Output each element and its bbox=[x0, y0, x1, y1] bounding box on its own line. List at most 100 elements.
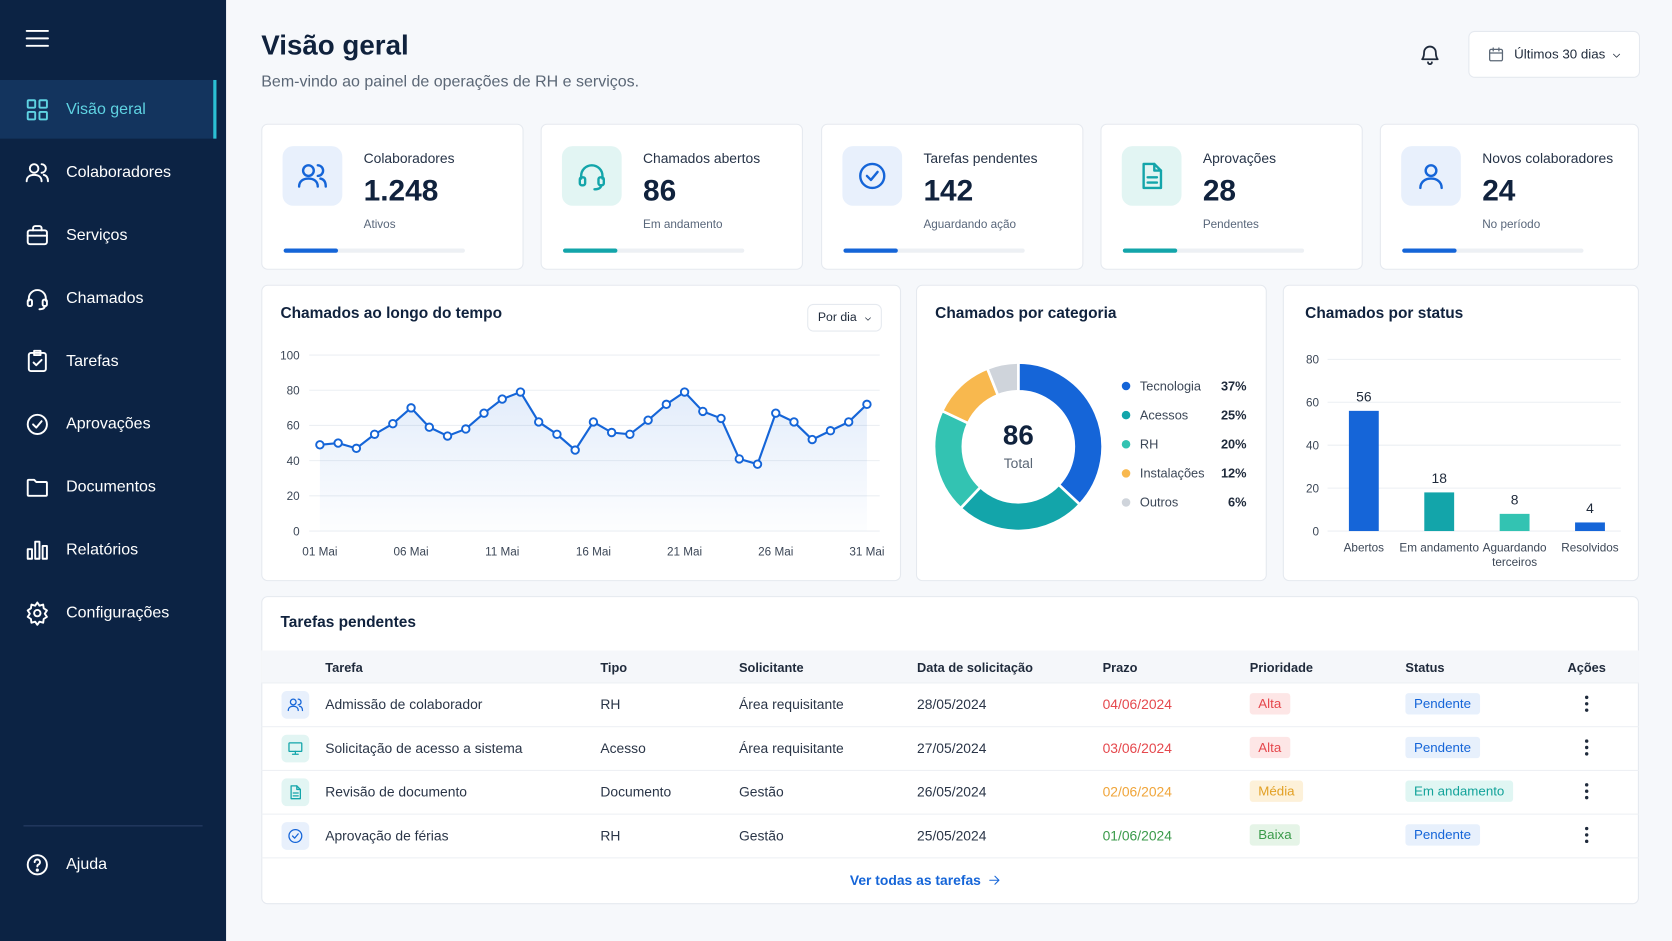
chart-title: Chamados ao longo do tempo bbox=[280, 304, 503, 323]
table-cell: Aprovação de férias bbox=[325, 827, 449, 844]
donut-chart-card bbox=[915, 284, 1267, 582]
table-cell: 27/05/2024 bbox=[917, 740, 987, 757]
nav-label: Serviços bbox=[66, 226, 128, 245]
nav-item[interactable]: Configurações bbox=[0, 583, 213, 642]
table-cell: 04/06/2024 bbox=[1102, 696, 1172, 713]
nav-item[interactable]: Aprovações bbox=[0, 395, 213, 454]
nav-label: Chamados bbox=[66, 288, 144, 308]
row-actions[interactable] bbox=[1583, 825, 1589, 844]
kpi-card: Aprovações 28 Pendentes bbox=[1100, 123, 1363, 270]
table-cell: Gestão bbox=[738, 827, 784, 844]
kpi-value: 86 bbox=[642, 173, 677, 207]
table-row: Revisão de documento Documento Gestão 26/05… bbox=[261, 770, 1639, 815]
table-row: Solicitação de acesso a sistema Acesso Áre… bbox=[261, 726, 1639, 771]
page-title: Visão geral bbox=[261, 28, 409, 61]
kpi-icon bbox=[561, 146, 622, 206]
kpi-label: Tarefas pendentes bbox=[923, 150, 1038, 167]
kpi-progress-track bbox=[1122, 248, 1305, 253]
nav-label: Relatórios bbox=[66, 540, 139, 559]
x-tick-label: Resolvidos bbox=[1561, 541, 1619, 555]
nav-label: Tarefas bbox=[66, 351, 119, 371]
kpi-icon bbox=[282, 146, 343, 206]
kpi-icon bbox=[1121, 146, 1182, 206]
table-cell: 28/05/2024 bbox=[917, 696, 987, 713]
row-actions[interactable] bbox=[1583, 782, 1589, 801]
nav-label: Aprovações bbox=[66, 414, 151, 433]
table-header: Tarefa Tipo Solicitante Data de solicitação… bbox=[261, 650, 1639, 684]
row-actions[interactable] bbox=[1583, 738, 1589, 757]
kpi-label: Colaboradores bbox=[363, 150, 455, 167]
row-icon bbox=[281, 822, 310, 850]
kpi-icon bbox=[1401, 146, 1461, 206]
status-badge: Em andamento bbox=[1405, 780, 1513, 802]
kpi-note: No período bbox=[1482, 218, 1541, 232]
sidebar: Visão geral Colaboradores Serviços Chamados… bbox=[0, 0, 227, 941]
table-cell: 02/06/2024 bbox=[1102, 783, 1172, 800]
nav-label: Visão geral bbox=[66, 100, 146, 119]
nav-label: Configurações bbox=[66, 603, 170, 622]
table-row: Admissão de colaborador RH Área requisitan… bbox=[261, 682, 1639, 728]
priority-badge: Alta bbox=[1249, 736, 1290, 759]
table-cell: Acesso bbox=[600, 740, 646, 757]
kpi-label: Aprovações bbox=[1202, 150, 1277, 167]
table-cell: Solicitação de acesso a sistema bbox=[325, 740, 523, 757]
kpi-note: Ativos bbox=[363, 218, 396, 232]
column-header: Solicitante bbox=[738, 660, 804, 675]
kpi-value: 28 bbox=[1202, 173, 1237, 207]
chart-title: Chamados por categoria bbox=[935, 304, 1117, 323]
table-row: Aprovação de férias RH Gestão 25/05/2024 01/… bbox=[261, 814, 1639, 859]
line-chart-card bbox=[261, 284, 902, 582]
kpi-card: Chamados abertos 86 Em andamento bbox=[540, 123, 803, 270]
row-actions[interactable] bbox=[1583, 694, 1589, 713]
period-select-label: Por dia bbox=[817, 311, 857, 325]
nav-item[interactable]: Relatórios bbox=[0, 520, 213, 579]
row-icon bbox=[281, 734, 310, 763]
table-cell: Área requisitante bbox=[738, 696, 844, 713]
kpi-card: Tarefas pendentes 142 Aguardando ação bbox=[821, 123, 1084, 270]
kpi-value: 24 bbox=[1482, 173, 1516, 207]
period-select[interactable]: Por dia bbox=[807, 303, 882, 332]
help-link[interactable]: Ajuda bbox=[0, 835, 213, 894]
kpi-value: 142 bbox=[923, 173, 974, 207]
kpi-progress bbox=[283, 248, 339, 253]
nav-item[interactable]: Serviços bbox=[0, 206, 213, 265]
table-cell: Admissão de colaborador bbox=[325, 696, 483, 713]
chart-title: Chamados por status bbox=[1305, 304, 1464, 323]
nav-item[interactable]: Chamados bbox=[0, 269, 213, 328]
kpi-note: Em andamento bbox=[642, 218, 723, 232]
kpi-card: Novos colaboradores 24 No período bbox=[1379, 123, 1639, 270]
table-cell: Documento bbox=[600, 783, 672, 800]
kpi-progress-track bbox=[283, 248, 465, 253]
status-badge: Pendente bbox=[1405, 736, 1480, 759]
kpi-icon bbox=[842, 146, 903, 206]
x-tick-label: Aguardando terceiros bbox=[1482, 541, 1547, 570]
date-range-label: Últimos 30 dias bbox=[1514, 46, 1606, 62]
kpi-progress-track bbox=[1402, 248, 1584, 253]
kpi-label: Novos colaboradores bbox=[1482, 150, 1614, 167]
notifications-button[interactable] bbox=[1418, 43, 1441, 66]
kpi-progress bbox=[1122, 248, 1178, 253]
kpi-label: Chamados abertos bbox=[642, 150, 761, 167]
nav-item[interactable]: Tarefas bbox=[0, 332, 213, 391]
nav-item[interactable]: Visão geral bbox=[0, 79, 217, 139]
table-cell: RH bbox=[600, 827, 621, 844]
date-range-picker[interactable]: Últimos 30 dias bbox=[1468, 30, 1641, 78]
kpi-progress-track bbox=[563, 248, 745, 253]
view-all-link[interactable]: Ver todas as tarefas bbox=[850, 872, 1001, 888]
divider bbox=[23, 825, 203, 827]
help-label: Ajuda bbox=[66, 855, 108, 874]
table-cell: Gestão bbox=[738, 783, 784, 800]
nav-item[interactable]: Documentos bbox=[0, 457, 213, 516]
kpi-progress bbox=[1402, 248, 1457, 253]
menu-button[interactable] bbox=[25, 26, 51, 52]
row-icon bbox=[281, 690, 310, 719]
table-title: Tarefas pendentes bbox=[280, 614, 416, 632]
view-all-label: Ver todas as tarefas bbox=[849, 872, 981, 889]
priority-badge: Alta bbox=[1249, 693, 1290, 715]
priority-badge: Média bbox=[1249, 780, 1304, 802]
table-cell: Revisão de documento bbox=[325, 783, 468, 800]
column-header: Tipo bbox=[600, 660, 628, 675]
nav-item[interactable]: Colaboradores bbox=[0, 143, 213, 202]
x-tick-label: Em andamento bbox=[1399, 541, 1479, 555]
